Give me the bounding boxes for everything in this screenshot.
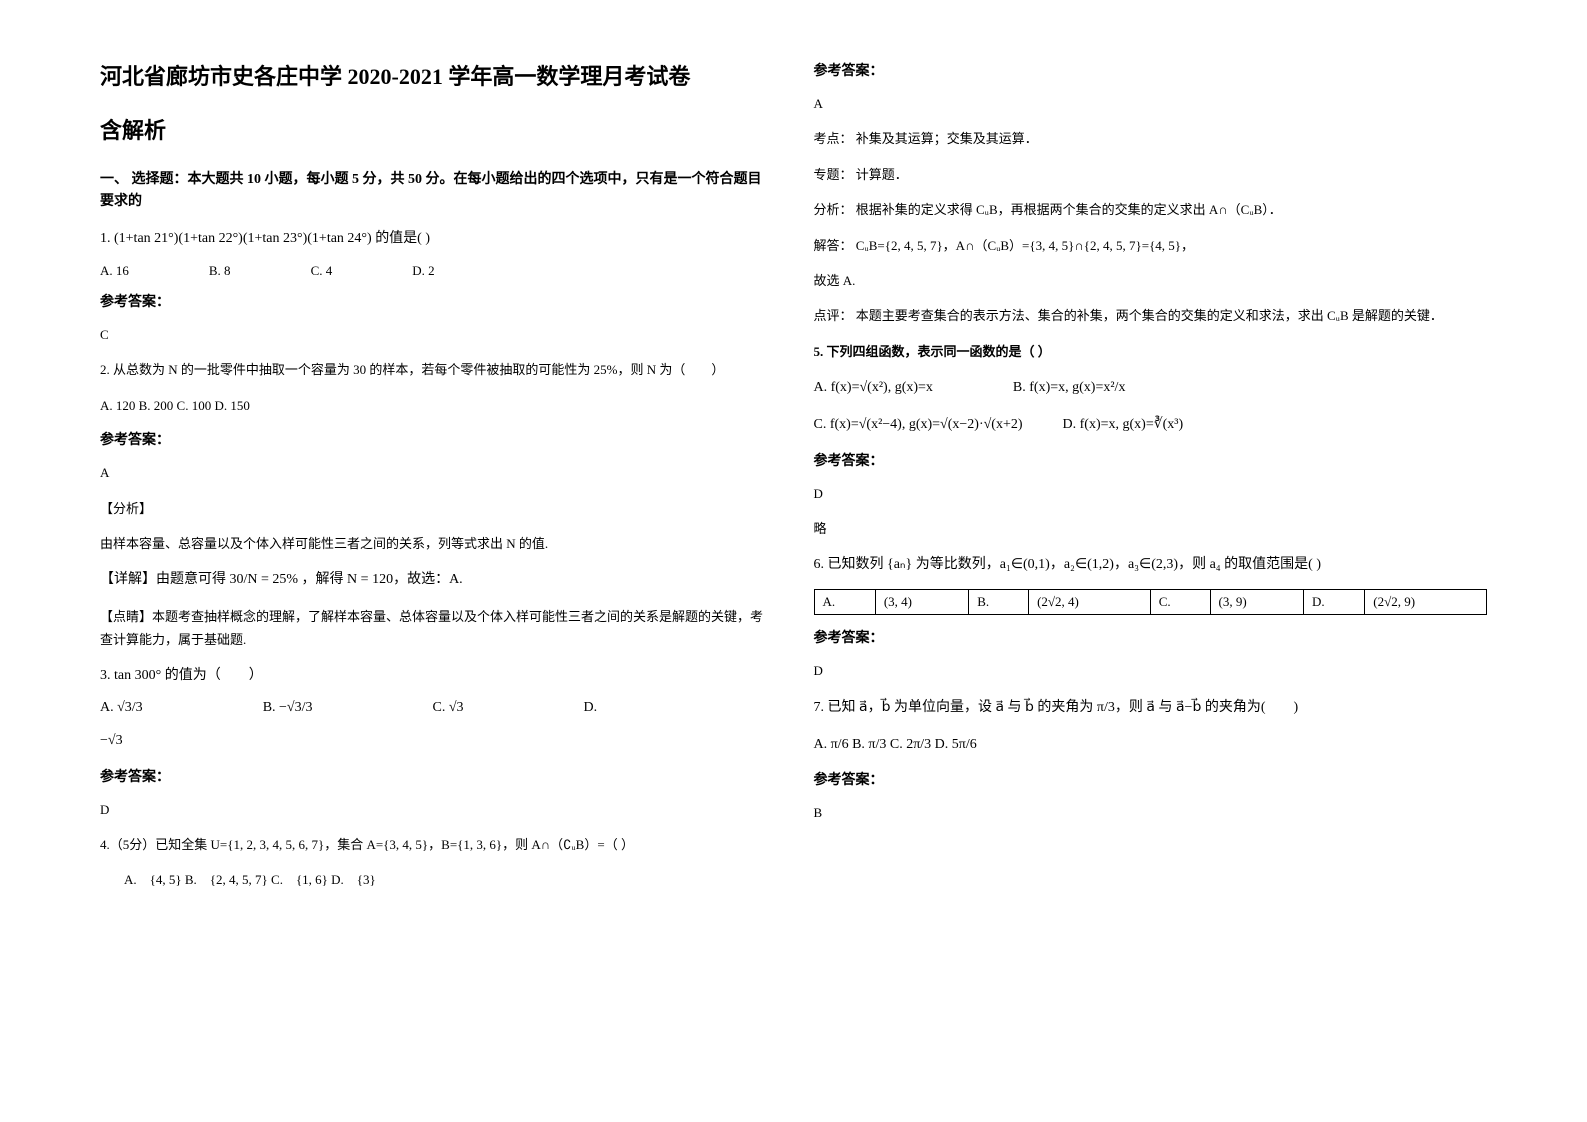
exam-title-line2: 含解析 [100, 113, 774, 145]
q4-jieda-text: CᵤB={2, 4, 5, 7}，A∩（CᵤB）={3, 4, 5}∩{2, 4… [856, 238, 1194, 253]
q6-table: A. (3, 4) B. (2√2, 4) C. (3, 9) D. (2√2,… [814, 589, 1488, 615]
q4-zhuanti: 专题： 计算题． [814, 163, 1488, 186]
q7-answer-label: 参考答案： [814, 769, 1488, 789]
q4-kaodian-text: 补集及其运算；交集及其运算． [856, 131, 1038, 146]
q3-answer: D [100, 798, 774, 821]
q4-guxuan: 故选 A. [814, 269, 1488, 292]
q6-tC-label: C. [1150, 590, 1210, 615]
q2-analysis: 由样本容量、总容量以及个体入样可能性三者之间的关系，列等式求出 N 的值. [100, 532, 774, 555]
q2-answer: A [100, 461, 774, 484]
q5-optC: C. f(x)=√(x²−4), g(x)=√(x−2)·√(x+2) [814, 412, 1023, 437]
q5-optD: D. f(x)=x, g(x)=∛(x³) [1063, 412, 1184, 437]
q4-dianping: 点评： 本题主要考查集合的表示方法、集合的补集，两个集合的交集的定义和求法，求出… [814, 304, 1488, 327]
q6-tD-val: (2√2, 9) [1365, 590, 1487, 615]
q5-opts-row2: C. f(x)=√(x²−4), g(x)=√(x−2)·√(x+2) D. f… [814, 412, 1488, 437]
q3-answer-label: 参考答案： [100, 766, 774, 786]
q4-jieda-label: 解答： [814, 238, 853, 253]
q5-answer-label: 参考答案： [814, 450, 1488, 470]
table-row: A. (3, 4) B. (2√2, 4) C. (3, 9) D. (2√2,… [814, 590, 1487, 615]
q6-answer-label: 参考答案： [814, 627, 1488, 647]
q1-answer: C [100, 323, 774, 346]
q1-stem: 1. (1+tan 21°)(1+tan 22°)(1+tan 23°)(1+t… [100, 226, 774, 251]
q1-optD: D. 2 [412, 263, 434, 279]
q3-optD-extra: −√3 [100, 728, 774, 753]
q4-jieda: 解答： CᵤB={2, 4, 5, 7}，A∩（CᵤB）={3, 4, 5}∩{… [814, 234, 1488, 257]
q3-optD: D. [584, 700, 598, 716]
q7-options: A. π/6 B. π/3 C. 2π/3 D. 5π/6 [814, 732, 1488, 757]
q5-extra: 略 [814, 517, 1488, 540]
q4-answer: A [814, 92, 1488, 115]
q2-detail: 【详解】由题意可得 30/N = 25% ，解得 N = 120，故选：A. [100, 567, 774, 592]
q4-answer-label: 参考答案： [814, 60, 1488, 80]
q6-answer: D [814, 659, 1488, 682]
q4-dianping-text: 本题主要考查集合的表示方法、集合的补集，两个集合的交集的定义和求法，求出 CᵤB… [856, 308, 1443, 323]
q2-options: A. 120 B. 200 C. 100 D. 150 [100, 394, 774, 417]
q4-stem: 4.（5分）已知全集 U={1, 2, 3, 4, 5, 6, 7}，集合 A=… [100, 833, 774, 856]
q1-optC: C. 4 [311, 263, 333, 279]
q3-optA: A. √3/3 [100, 700, 143, 716]
q5-answer: D [814, 482, 1488, 505]
q6-tB-label: B. [969, 590, 1029, 615]
section1-heading: 一、 选择题：本大题共 10 小题，每小题 5 分，共 50 分。在每小题给出的… [100, 169, 774, 214]
q1-optB: B. 8 [209, 263, 231, 279]
q4-kaodian-label: 考点： [814, 131, 853, 146]
q3-optB: B. −√3/3 [263, 700, 313, 716]
q6-tA-label: A. [814, 590, 875, 615]
q3-stem: 3. tan 300° 的值为（ ） [100, 663, 774, 688]
q5-opts-row1: A. f(x)=√(x²), g(x)=x B. f(x)=x, g(x)=x²… [814, 375, 1488, 400]
q2-analysis-label: 【分析】 [100, 497, 774, 520]
q4-fenxi-label: 分析： [814, 202, 853, 217]
q4-options: A. {4, 5} B. {2, 4, 5, 7} C. {1, 6} D. {… [124, 868, 774, 891]
q6-tA-val: (3, 4) [875, 590, 968, 615]
q4-fenxi-text: 根据补集的定义求得 CᵤB，再根据两个集合的交集的定义求出 A∩（CᵤB）． [856, 202, 1282, 217]
q5-stem: 5. 下列四组函数，表示同一函数的是（ ） [814, 340, 1488, 363]
q4-zhuanti-label: 专题： [814, 167, 853, 182]
q3-options: A. √3/3 B. −√3/3 C. √3 D. [100, 700, 774, 716]
q4-fenxi: 分析： 根据补集的定义求得 CᵤB，再根据两个集合的交集的定义求出 A∩（CᵤB… [814, 198, 1488, 221]
exam-title-line1: 河北省廊坊市史各庄中学 2020-2021 学年高一数学理月考试卷 [100, 60, 774, 93]
q6-tD-label: D. [1303, 590, 1364, 615]
q2-stem: 2. 从总数为 N 的一批零件中抽取一个容量为 30 的样本，若每个零件被抽取的… [100, 358, 774, 381]
q1-options: A. 16 B. 8 C. 4 D. 2 [100, 263, 774, 279]
q5-optB: B. f(x)=x, g(x)=x²/x [1013, 375, 1126, 400]
q2-point: 【点睛】本题考查抽样概念的理解，了解样本容量、总体容量以及个体入样可能性三者之间… [100, 605, 774, 652]
q6-tC-val: (3, 9) [1210, 590, 1303, 615]
q1-answer-label: 参考答案： [100, 291, 774, 311]
q4-kaodian: 考点： 补集及其运算；交集及其运算． [814, 127, 1488, 150]
q4-dianping-label: 点评： [814, 308, 853, 323]
q7-answer: B [814, 801, 1488, 824]
q5-optA: A. f(x)=√(x²), g(x)=x [814, 375, 933, 400]
q7-stem: 7. 已知 a⃗，b⃗ 为单位向量，设 a⃗ 与 b⃗ 的夹角为 π/3，则 a… [814, 695, 1488, 720]
q3-optC: C. √3 [433, 700, 464, 716]
q6-stem: 6. 已知数列 {aₙ} 为等比数列，a₁∈(0,1)，a₂∈(1,2)，a₃∈… [814, 552, 1488, 577]
q4-zhuanti-text: 计算题． [856, 167, 908, 182]
q2-answer-label: 参考答案： [100, 429, 774, 449]
q6-tB-val: (2√2, 4) [1029, 590, 1151, 615]
q1-optA: A. 16 [100, 263, 129, 279]
